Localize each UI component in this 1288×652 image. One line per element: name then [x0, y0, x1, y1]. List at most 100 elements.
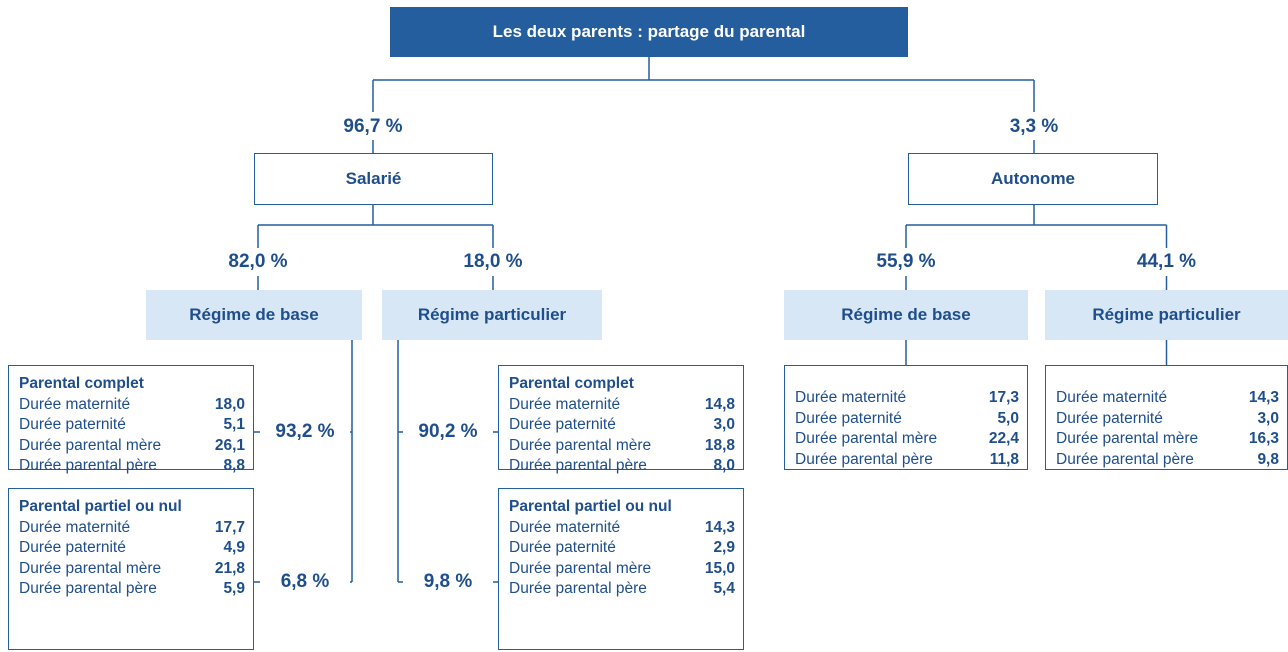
share-label: 90,2 % — [403, 420, 493, 444]
detail-row: Durée parental mère 21,8 — [19, 559, 245, 580]
detail-title: Parental partiel ou nul — [19, 498, 182, 515]
detail-box: Parental complet Durée maternité 14,8 Durée… — [498, 365, 744, 474]
row-label: Durée paternité — [795, 409, 902, 427]
sub-node: Régime de base — [146, 290, 362, 340]
row-label: Durée parental mère — [509, 436, 652, 454]
detail-box: Parental complet Durée maternité 18,0 Durée… — [8, 365, 254, 474]
share-label: 93,2 % — [260, 420, 350, 444]
row-value: 18,8 — [704, 436, 735, 454]
row-value: 22,4 — [988, 430, 1019, 447]
detail-row: Durée paternité 2,9 — [509, 538, 735, 559]
detail-row: Durée paternité 5,0 — [795, 409, 1019, 430]
share-label: 55,9 % — [861, 250, 951, 274]
detail-row: Durée paternité 3,0 — [509, 415, 735, 436]
share-label: 18,0 % — [448, 250, 538, 274]
share-label: 96,7 % — [328, 115, 418, 139]
row-value: 5,4 — [713, 580, 735, 597]
row-label: Durée maternité — [509, 395, 621, 413]
row-value: 17,3 — [988, 389, 1019, 406]
row-value: 3,0 — [713, 416, 735, 433]
branch-node: Salarié — [254, 153, 493, 205]
row-label: Durée parental mère — [509, 559, 652, 577]
row-value: 8,8 — [223, 457, 245, 474]
row-label: Durée parental père — [509, 580, 647, 597]
row-label: Durée parental père — [509, 457, 647, 474]
row-label: Durée paternité — [1056, 409, 1163, 427]
row-value: 14,3 — [704, 518, 735, 536]
detail-row: Durée parental père 5,4 — [509, 579, 735, 600]
detail-title: Parental complet — [19, 375, 144, 392]
detail-row: Durée paternité 3,0 — [1056, 409, 1279, 430]
detail-row: Durée parental mère 15,0 — [509, 559, 735, 580]
detail-row: Durée maternité 18,0 — [19, 395, 245, 416]
row-label: Durée paternité — [19, 416, 126, 433]
row-value: 5,0 — [997, 409, 1019, 427]
row-label: Durée parental mère — [19, 436, 162, 454]
row-value: 21,8 — [214, 559, 245, 577]
detail-row: Durée maternité 17,7 — [19, 518, 245, 539]
detail-row: Durée paternité 5,1 — [19, 415, 245, 436]
row-value: 9,8 — [1257, 450, 1279, 468]
row-value: 5,1 — [223, 416, 245, 433]
detail-box: Parental partiel ou nul Durée maternité 17… — [8, 488, 254, 650]
detail-row: Durée paternité 4,9 — [19, 538, 245, 559]
detail-row: Durée parental père 5,9 — [19, 579, 245, 600]
row-value: 26,1 — [214, 436, 245, 454]
detail-row: Durée maternité 14,3 — [509, 518, 735, 539]
detail-title: Parental complet — [509, 375, 634, 392]
row-label: Durée maternité — [1056, 389, 1168, 406]
detail-row: Durée parental père 8,8 — [19, 456, 245, 477]
detail-box: Durée maternité 17,3 Durée paternité 5,0 Dur… — [784, 365, 1028, 470]
row-label: Durée maternité — [19, 518, 131, 536]
detail-row: Durée parental mère 16,3 — [1056, 429, 1279, 450]
row-value: 16,3 — [1248, 430, 1279, 447]
row-value: 18,0 — [214, 395, 245, 413]
share-label: 6,8 % — [260, 570, 350, 594]
detail-box: Durée maternité 14,3 Durée paternité 3,0 Dur… — [1045, 365, 1288, 470]
row-value: 8,0 — [713, 457, 735, 474]
detail-box: Parental partiel ou nul Durée maternité 14… — [498, 488, 744, 650]
detail-row: Durée parental mère 26,1 — [19, 436, 245, 457]
row-label: Durée parental père — [19, 580, 157, 597]
root-node: Les deux parents : partage du parental — [390, 7, 908, 57]
share-label: 44,1 % — [1121, 250, 1212, 274]
sub-node: Régime particulier — [1045, 290, 1288, 340]
detail-row: Durée parental mère 22,4 — [795, 429, 1019, 450]
row-label: Durée parental père — [795, 450, 933, 468]
detail-row: Durée parental père 8,0 — [509, 456, 735, 477]
row-label: Durée paternité — [509, 416, 616, 433]
row-label: Durée maternité — [19, 395, 131, 413]
row-value: 17,7 — [214, 518, 245, 536]
row-value: 4,9 — [223, 539, 245, 556]
branch-node: Autonome — [908, 153, 1158, 205]
row-label: Durée maternité — [509, 518, 621, 536]
detail-title: Parental partiel ou nul — [509, 498, 672, 515]
share-label: 3,3 % — [989, 115, 1079, 139]
detail-row: Durée parental père 11,8 — [795, 450, 1019, 471]
sub-node: Régime particulier — [382, 290, 602, 340]
row-value: 14,3 — [1248, 389, 1279, 406]
detail-row: Durée maternité 14,8 — [509, 395, 735, 416]
row-value: 3,0 — [1257, 409, 1279, 427]
detail-row: Durée maternité 14,3 — [1056, 388, 1279, 409]
sub-node: Régime de base — [784, 290, 1028, 340]
row-label: Durée parental père — [1056, 450, 1194, 468]
row-label: Durée parental mère — [795, 430, 938, 447]
row-label: Durée paternité — [19, 539, 126, 556]
row-label: Durée parental père — [19, 457, 157, 474]
row-value: 15,0 — [704, 559, 735, 577]
row-label: Durée parental mère — [19, 559, 162, 577]
row-label: Durée paternité — [509, 539, 616, 556]
share-label: 82,0 % — [213, 250, 303, 274]
row-value: 2,9 — [713, 539, 735, 556]
detail-row: Durée parental mère 18,8 — [509, 436, 735, 457]
row-label: Durée maternité — [795, 389, 907, 406]
row-value: 5,9 — [223, 580, 245, 597]
row-value: 11,8 — [989, 450, 1019, 468]
share-label: 9,8 % — [403, 570, 493, 594]
row-value: 14,8 — [704, 395, 735, 413]
detail-row: Durée parental père 9,8 — [1056, 450, 1279, 471]
row-label: Durée parental mère — [1056, 430, 1199, 447]
detail-row: Durée maternité 17,3 — [795, 388, 1019, 409]
